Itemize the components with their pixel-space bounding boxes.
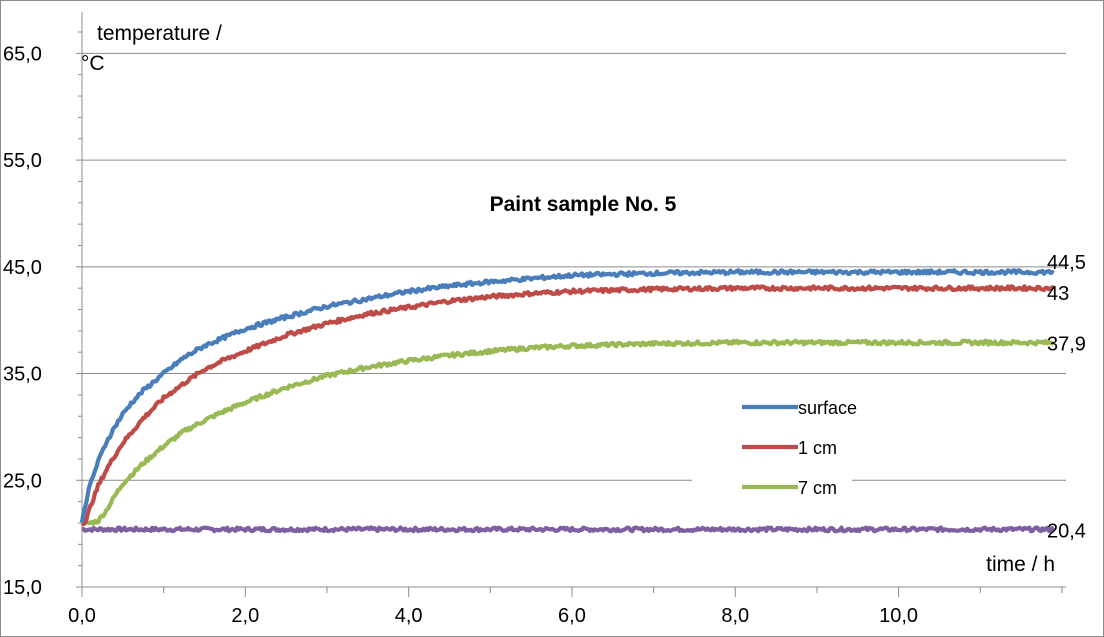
series-line-7-cm <box>80 338 1055 526</box>
x-axis-title: time / h <box>986 553 1055 576</box>
legend: surface 1 cm 7 cm <box>692 374 857 502</box>
chart-title: Paint sample No. 5 <box>490 193 677 216</box>
grid-layer <box>82 52 1066 481</box>
series-end-label: 43 <box>1047 283 1069 305</box>
legend-label: 7 cm <box>798 478 837 498</box>
x-tick-label: 2,0 <box>231 605 259 627</box>
x-tick-label: 0,0 <box>68 605 96 627</box>
legend-box <box>692 374 852 502</box>
y-tick-label: 55,0 <box>3 150 42 172</box>
y-tick-label: 25,0 <box>3 470 42 492</box>
series-layer <box>79 268 1056 534</box>
x-tick-label: 8,0 <box>721 605 749 627</box>
series-line-baseline <box>81 525 1056 534</box>
y-axis-title-line-1: temperature / <box>97 22 222 45</box>
axes-layer <box>76 12 1066 597</box>
series-line-1-cm <box>80 284 1055 527</box>
y-tick-label: 35,0 <box>3 364 42 386</box>
y-tick-label: 65,0 <box>3 43 42 65</box>
x-tick-label: 10,0 <box>879 605 918 627</box>
legend-label: surface <box>798 398 857 418</box>
series-line-surface <box>79 268 1055 523</box>
x-tick-label: 6,0 <box>558 605 586 627</box>
series-end-label: 44,5 <box>1047 252 1086 274</box>
labels-layer: 15,0 25,0 35,0 45,0 55,0 65,0 0,0 2,0 4,0 6,0 8,0 1… <box>3 43 1086 627</box>
y-axis-title-line-2: °C <box>81 52 105 75</box>
series-end-label: 37,9 <box>1047 334 1086 356</box>
y-tick-label: 45,0 <box>3 257 42 279</box>
y-tick-label: 15,0 <box>3 577 42 599</box>
series-end-label: 20,4 <box>1047 520 1086 542</box>
legend-label: 1 cm <box>798 438 837 458</box>
x-tick-label: 4,0 <box>395 605 423 627</box>
